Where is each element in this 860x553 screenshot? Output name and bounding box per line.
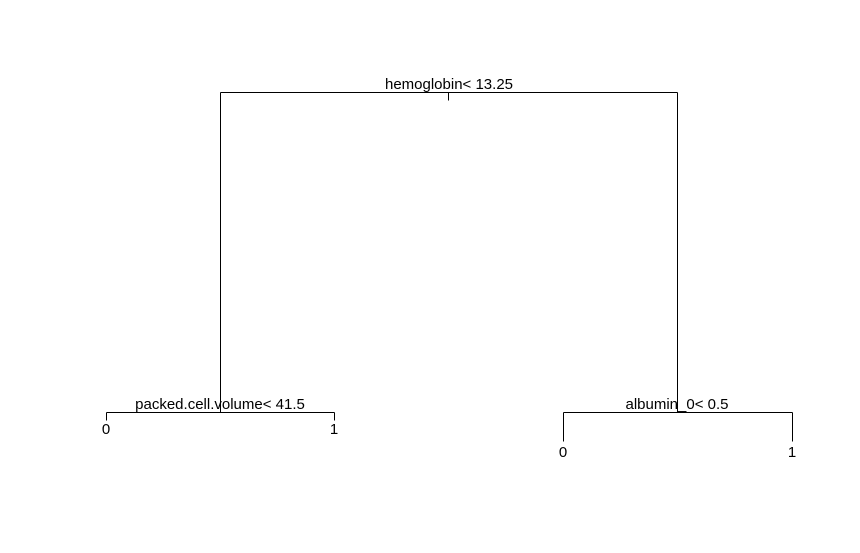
right-split-label: albumin_0< 0.5 bbox=[626, 396, 729, 413]
leaf-left-right: 1 bbox=[330, 421, 338, 438]
leaf-left-left: 0 bbox=[102, 421, 110, 438]
left-split-label: packed.cell.volume< 41.5 bbox=[135, 396, 305, 413]
root-split: hemoglobin< 13.25 bbox=[220, 76, 678, 413]
right-split: albumin_0< 0.5 0 1 bbox=[559, 396, 796, 461]
root-split-label: hemoglobin< 13.25 bbox=[385, 76, 513, 93]
left-split: packed.cell.volume< 41.5 0 1 bbox=[102, 396, 338, 438]
leaf-right-right: 1 bbox=[788, 444, 796, 461]
leaf-right-left: 0 bbox=[559, 444, 567, 461]
